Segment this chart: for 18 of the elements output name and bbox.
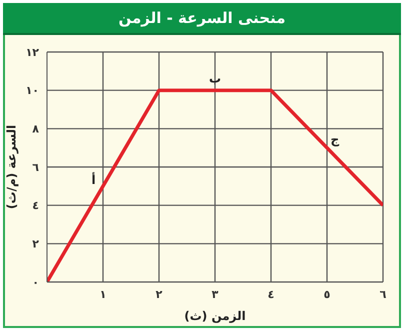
y-tick-label: ٦: [32, 160, 40, 174]
y-tick-label: ٨: [32, 122, 40, 136]
y-tick-label: ٢: [32, 238, 40, 251]
annotation: ج: [330, 132, 340, 146]
chart-title: منحنى السرعة - الزمن: [3, 3, 401, 35]
y-axis-title: السرعة (م/ث): [4, 124, 18, 210]
x-tick-label: ٢: [156, 288, 163, 301]
x-tick-label: ٥: [324, 288, 331, 301]
x-tick-label: ٣: [212, 288, 219, 301]
x-tick-label: ٤: [268, 288, 274, 301]
x-axis-title: الزمن (ث): [184, 309, 246, 323]
y-tick-label: ١٠: [26, 84, 39, 98]
y-tick-label: ٤: [32, 199, 39, 212]
x-tick-label: ٦: [380, 288, 387, 301]
y-tick-label: ٠: [32, 276, 39, 289]
y-tick-label: ١٢: [26, 46, 40, 59]
x-tick-label: ١: [100, 288, 106, 301]
annotation: أ: [91, 172, 96, 187]
